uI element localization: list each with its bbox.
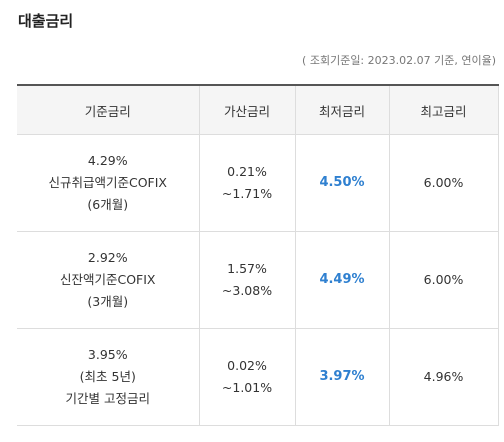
table-row: 3.95% (최초 5년) 기간별 고정금리 0.02% ~1.01% 3.97… xyxy=(17,328,499,426)
lowest-rate-cell: 3.97% xyxy=(294,328,390,426)
table-header-row: 기준금리 가산금리 최저금리 최고금리 xyxy=(17,85,499,135)
table-row: 4.29% 신규취급액기준COFIX (6개월) 0.21% ~1.71% 4.… xyxy=(17,134,499,232)
section-title: 대출금리 xyxy=(18,12,74,30)
highest-rate-cell: 6.00% xyxy=(388,134,499,232)
header-base-rate: 기준금리 xyxy=(17,85,200,135)
base-rate-cell: 2.92% 신잔액기준COFIX (3개월) xyxy=(17,231,200,329)
base-rate-period: (6개월) xyxy=(87,197,129,212)
spread-rate-from: 1.57% xyxy=(227,261,267,276)
spread-rate-from: 0.02% xyxy=(227,358,267,373)
base-rate-name: 신규취급액기준COFIX xyxy=(48,175,167,190)
spread-rate-to: ~3.08% xyxy=(221,283,273,298)
highest-rate-cell: 4.96% xyxy=(388,328,499,426)
base-rate-period: 기간별 고정금리 xyxy=(65,391,150,406)
spread-rate-to: ~1.71% xyxy=(221,186,273,201)
loan-rate-table: 기준금리 가산금리 최저금리 최고금리 4.29% 신규취급액기준COFIX (… xyxy=(17,84,499,426)
header-lowest-rate: 최저금리 xyxy=(294,85,390,135)
lowest-rate-cell: 4.50% xyxy=(294,134,390,232)
spread-rate-cell: 0.21% ~1.71% xyxy=(198,134,296,232)
header-spread-rate: 가산금리 xyxy=(198,85,296,135)
highest-rate-cell: 6.00% xyxy=(388,231,499,329)
base-rate-value: 4.29% xyxy=(87,153,128,168)
base-rate-cell: 3.95% (최초 5년) 기간별 고정금리 xyxy=(17,328,200,426)
header-highest-rate: 최고금리 xyxy=(388,85,499,135)
base-rate-name: 신잔액기준COFIX xyxy=(59,272,156,287)
base-rate-value: 3.95% xyxy=(87,347,128,362)
base-rate-period: (3개월) xyxy=(87,294,129,309)
lowest-rate-cell: 4.49% xyxy=(294,231,390,329)
base-rate-value: 2.92% xyxy=(87,250,128,265)
spread-rate-to: ~1.01% xyxy=(221,380,273,395)
base-rate-cell: 4.29% 신규취급액기준COFIX (6개월) xyxy=(17,134,200,232)
table-row: 2.92% 신잔액기준COFIX (3개월) 1.57% ~3.08% 4.49… xyxy=(17,231,499,329)
reference-date-note: ( 조회기준일: 2023.02.07 기준, 연이율) xyxy=(302,54,496,67)
spread-rate-cell: 0.02% ~1.01% xyxy=(198,328,296,426)
spread-rate-cell: 1.57% ~3.08% xyxy=(198,231,296,329)
spread-rate-from: 0.21% xyxy=(227,164,267,179)
base-rate-name: (최초 5년) xyxy=(79,369,136,384)
